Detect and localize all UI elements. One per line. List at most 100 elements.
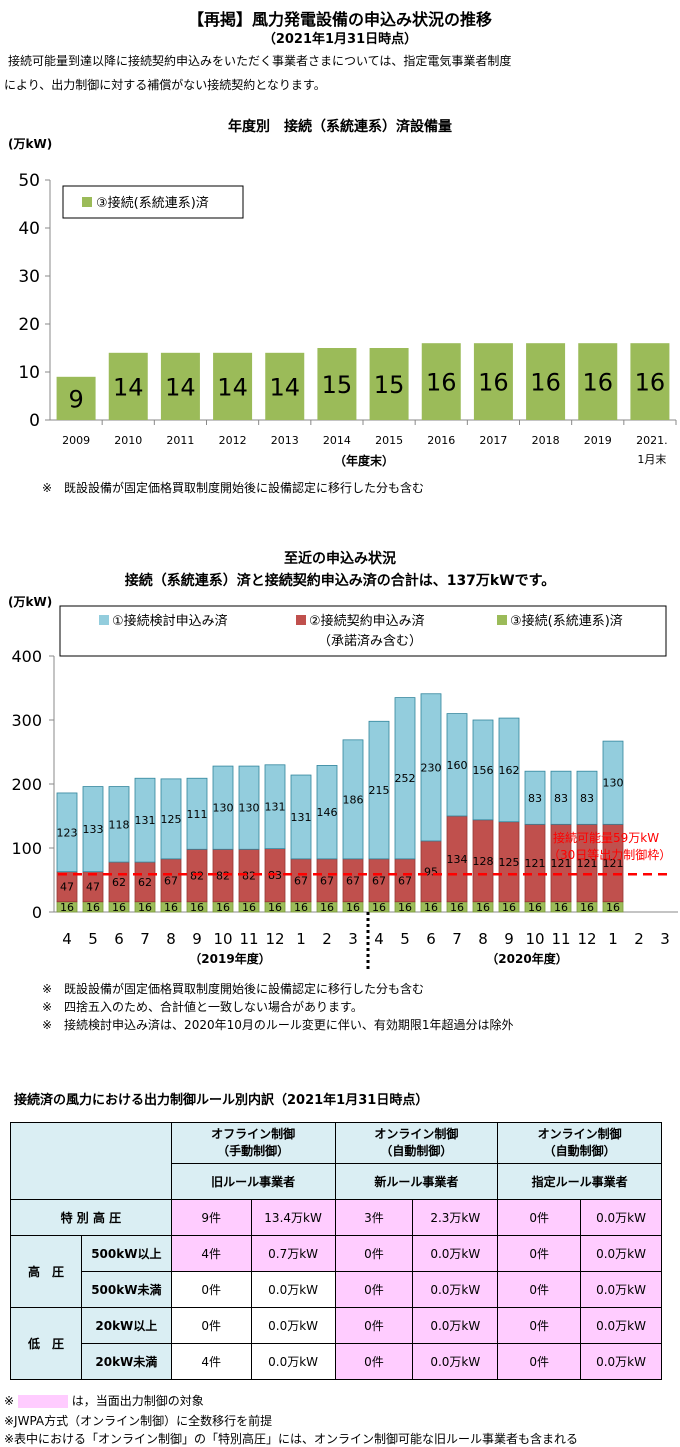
chart1-data-label: 9	[68, 385, 83, 413]
row-label-500kw-plus: 500kW以上	[80, 1235, 172, 1272]
chart2-bar-segment	[82, 786, 104, 873]
chart2-unit-label: (万kW)	[8, 595, 52, 609]
chart2-data-label: 130	[603, 777, 624, 790]
control-rule-breakdown-table: オフライン制御 （手動制御） オンライン制御 （自動制御） オンライン制御 （自動制御…	[10, 1122, 662, 1380]
chart2-data-label: 16	[372, 901, 386, 914]
chart2-data-label: 146	[317, 806, 338, 819]
chart2-data-label: 16	[138, 901, 152, 914]
chart1-bar	[526, 343, 566, 420]
chart2-bar-segment	[212, 765, 234, 850]
chart2-data-label: 16	[450, 901, 464, 914]
chart1-x-tick-label: 2016	[427, 434, 455, 447]
chart2-data-label: 16	[60, 901, 74, 914]
chart1-data-label: 16	[426, 369, 457, 397]
chart1-bar	[630, 343, 670, 420]
chart2-y-tick-label: 400	[11, 647, 42, 666]
table-cell: 0件	[170, 1271, 252, 1308]
chart2-bar-segment	[420, 693, 442, 842]
chart2-legend-label-1: ①接続検討申込み済	[112, 613, 228, 629]
chart2-x-tick-label: 5	[400, 930, 410, 948]
chart1-legend: ③接続(系統連系)済	[62, 185, 244, 219]
chart2-data-label: 215	[369, 784, 390, 797]
table-cell: 0.0万kW	[250, 1271, 336, 1308]
chart1-bar	[56, 376, 96, 420]
chart2-x-tick-label: 6	[426, 930, 436, 948]
chart1-x-tick-label: 2017	[479, 434, 507, 447]
chart2-data-label: 67	[398, 874, 412, 887]
chart2-data-label: 131	[135, 814, 156, 827]
chart1-x-tick-label: 2019	[584, 434, 612, 447]
chart2-bar-segment	[160, 778, 182, 860]
table-header-row-2: 旧ルール事業者 新ルール事業者 指定ルール事業者	[11, 1163, 662, 1200]
chart1-note: ※ 既設設備が固定価格買取制度開始後に設備認定に移行した分も含む	[42, 481, 425, 495]
chart2-data-label: 16	[86, 901, 100, 914]
table-cell: 9件	[170, 1199, 252, 1236]
chart2-data-label: 16	[190, 901, 204, 914]
table-row-low-under-20: 20kW未満 4件 0.0万kW 0件 0.0万kW 0件 0.0万kW	[11, 1343, 662, 1380]
chart2-legend: ①接続検討申込み済 ②接続契約申込み済 （承諾済み含む） ③接続(系統連系)済	[59, 605, 667, 657]
chart2-bar-segment	[472, 719, 494, 821]
chart2-data-label: 62	[112, 876, 126, 889]
chart1-bar	[213, 352, 253, 420]
chart1-bar	[578, 343, 618, 420]
chart1-bar	[369, 348, 409, 420]
chart1-bar	[160, 352, 200, 420]
chart2-data-label: 67	[372, 874, 386, 887]
chart2-data-label: 160	[447, 759, 468, 772]
chart2-legend-swatch-2	[296, 615, 306, 625]
chart2-data-label: 47	[60, 881, 74, 894]
chart2-y-tick-label: 0	[32, 903, 42, 922]
chart2-x-tick-label: 9	[504, 930, 514, 948]
chart2-y-tick-label: 200	[11, 775, 42, 794]
table-cell: 0.0万kW	[580, 1343, 662, 1380]
chart2-x-tick-label: 11	[551, 930, 570, 948]
chart1-data-label: 16	[478, 369, 509, 397]
chart2-data-label: 121	[551, 857, 572, 870]
chart2-bar-segment	[134, 777, 156, 863]
chart2-data-label: 131	[265, 801, 286, 814]
chart2-x-tick-label: 8	[478, 930, 488, 948]
chart2-x-tick-label: 11	[239, 930, 258, 948]
row-label-500kw-under: 500kW未満	[80, 1271, 172, 1308]
table-cell: 0.0万kW	[250, 1307, 336, 1344]
table-note-1: ※ は，当面出力制御の対象	[4, 1392, 204, 1409]
chart2-legend-swatch-3	[497, 615, 507, 625]
chart2-x-tick-label: 7	[140, 930, 150, 948]
chart2-bar-segment	[446, 713, 468, 817]
table-cell: 0件	[497, 1271, 582, 1308]
chart2-data-label: 83	[268, 869, 282, 882]
chart2-data-label: 16	[606, 901, 620, 914]
chart1-legend-label: ③接続(系統連系)済	[96, 195, 209, 211]
chart2-x-tick-label: 12	[577, 930, 596, 948]
chart1-x-tick-label: 2010	[114, 434, 142, 447]
chart2-data-label: 16	[242, 901, 256, 914]
chart2-data-label: 95	[424, 865, 438, 878]
chart2-data-label: 16	[398, 901, 412, 914]
chart2-x-tick-label: 3	[660, 930, 670, 948]
chart2-bar-segment	[576, 770, 598, 825]
chart1-bar	[317, 348, 357, 420]
chart2-x-tick-label: 10	[525, 930, 544, 948]
chart2-data-label: 82	[190, 870, 204, 883]
row-label-20kw-plus: 20kW以上	[80, 1307, 172, 1344]
chart2-data-label: 134	[447, 853, 468, 866]
intro-line-1: 接続可能量到達以降に接続契約申込みをいただく事業者さまについては、指定電気事業者…	[8, 54, 512, 68]
chart1-x-tick-label: 2018	[532, 434, 560, 447]
row-label-low-voltage: 低 圧	[10, 1307, 82, 1380]
chart2-bar-segment	[264, 764, 286, 850]
chart1-y-tick-label: 30	[18, 267, 40, 287]
table-subheader-2: 新ルール事業者	[334, 1163, 499, 1200]
chart2-data-label: 16	[554, 901, 568, 914]
chart1-data-label: 16	[635, 369, 666, 397]
chart2-bar-segment	[342, 739, 364, 860]
table-cell: 13.4万kW	[250, 1199, 336, 1236]
chart2-data-label: 16	[294, 901, 308, 914]
chart1-data-label: 16	[582, 369, 613, 397]
highlight-legend-swatch	[17, 1395, 68, 1408]
chart2-note-1: ※ 既設設備が固定価格買取制度開始後に設備認定に移行した分も含む	[42, 982, 425, 996]
chart2-data-label: 130	[213, 802, 234, 815]
table-cell: 0.0万kW	[580, 1307, 662, 1344]
chart1-data-label: 15	[374, 371, 405, 399]
table-cell: 0件	[497, 1343, 582, 1380]
table-cell: 0.0万kW	[580, 1199, 662, 1236]
